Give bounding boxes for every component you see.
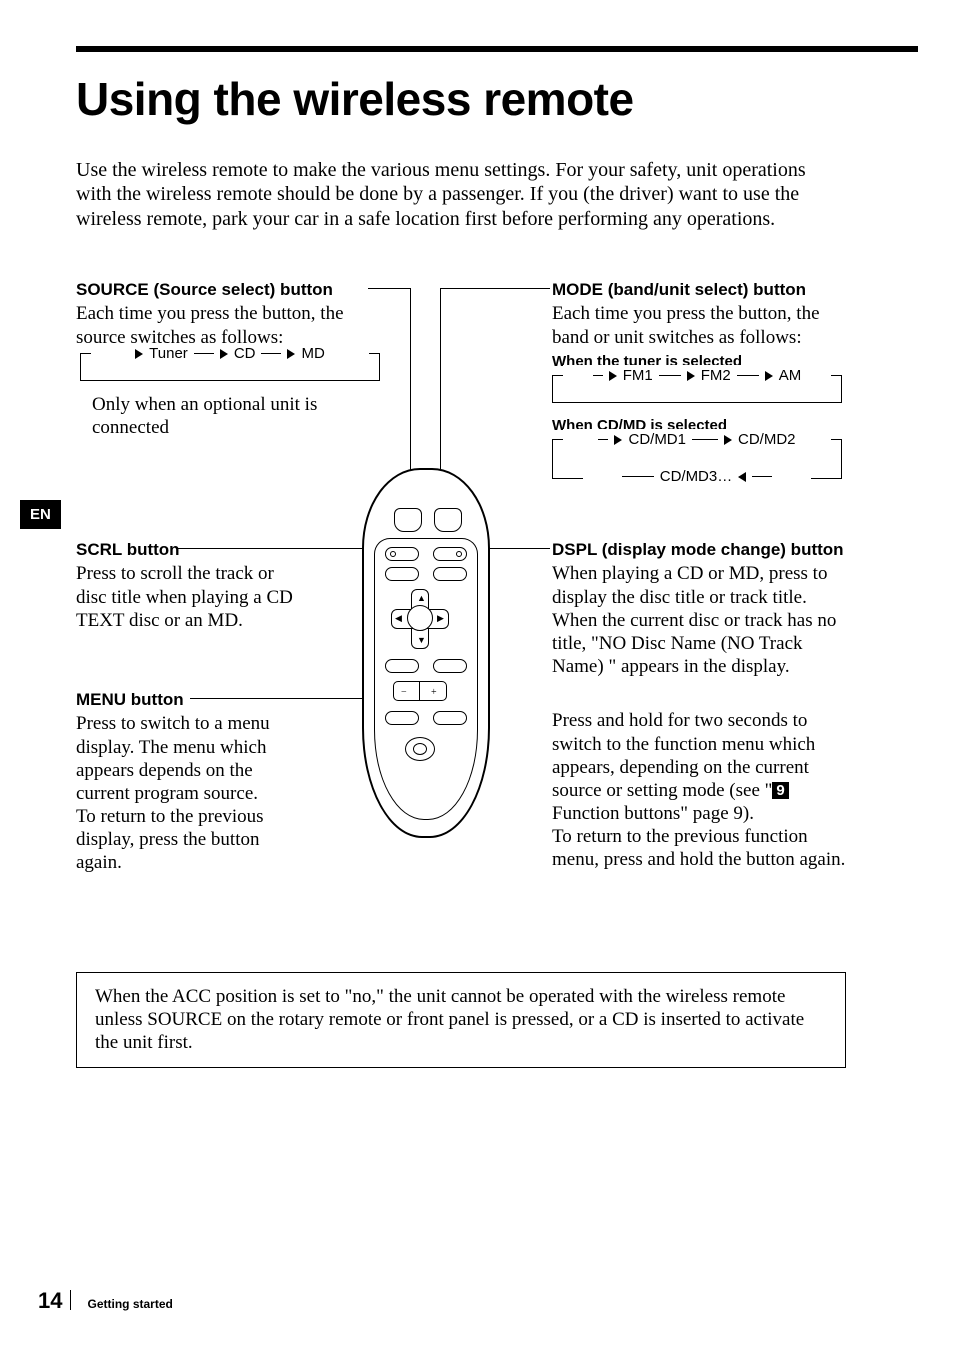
page-number: 14 xyxy=(38,1288,62,1314)
mode-body: Each time you press the button, the band… xyxy=(552,302,852,348)
menu-body: Press to switch to a menu display. The m… xyxy=(76,712,296,874)
cycle-item: CD xyxy=(234,345,256,362)
callout-line xyxy=(440,288,550,289)
source-note: Only when an optional unit is connected xyxy=(76,393,336,439)
scrl-section: SCRL button Press to scroll the track or… xyxy=(76,540,306,632)
dspl-section: DSPL (display mode change) button When p… xyxy=(552,540,852,872)
mode-cycle2: CD/MD1 CD/MD2 CD/MD3… xyxy=(552,439,842,479)
source-section: SOURCE (Source select) button Each time … xyxy=(76,280,376,439)
page-footer: 14 Getting started xyxy=(38,1288,173,1314)
scrl-body: Press to scroll the track or disc title … xyxy=(76,562,306,632)
scrl-title: SCRL button xyxy=(76,540,306,560)
callout-line xyxy=(178,548,392,549)
remote-illustration: ▲ ▼ ◀ ▶ − + xyxy=(362,468,490,848)
dspl-body2: Press and hold for two seconds to switch… xyxy=(552,686,852,871)
dspl-title: DSPL (display mode change) button xyxy=(552,540,852,560)
cycle-item: CD/MD3… xyxy=(660,468,733,485)
ref-number: 9 xyxy=(772,782,788,799)
page-title: Using the wireless remote xyxy=(76,72,634,126)
callout-line xyxy=(368,288,410,289)
cycle-item: FM1 xyxy=(623,367,653,384)
source-title: SOURCE (Source select) button xyxy=(76,280,376,300)
acc-note: When the ACC position is set to "no," th… xyxy=(76,972,846,1068)
source-cycle-box: Tuner CD MD xyxy=(80,353,380,381)
intro-paragraph: Use the wireless remote to make the vari… xyxy=(76,158,846,231)
cycle-item: CD/MD1 xyxy=(628,431,686,448)
cycle-item: Tuner xyxy=(149,345,188,362)
cycle-item: MD xyxy=(301,345,324,362)
mode-title: MODE (band/unit select) button xyxy=(552,280,852,300)
dspl-body1: When playing a CD or MD, press to displa… xyxy=(552,562,852,678)
cycle-item: CD/MD2 xyxy=(738,431,796,448)
footer-section-name: Getting started xyxy=(79,1297,172,1311)
top-rule xyxy=(76,46,918,52)
cycle-item: AM xyxy=(779,367,802,384)
mode-section: MODE (band/unit select) button Each time… xyxy=(552,280,852,485)
mode-cycle1: FM1 FM2 AM xyxy=(552,375,842,403)
language-tab: EN xyxy=(20,500,61,529)
menu-section: MENU button Press to switch to a menu di… xyxy=(76,690,296,875)
cycle-item: FM2 xyxy=(701,367,731,384)
menu-title: MENU button xyxy=(76,690,296,710)
